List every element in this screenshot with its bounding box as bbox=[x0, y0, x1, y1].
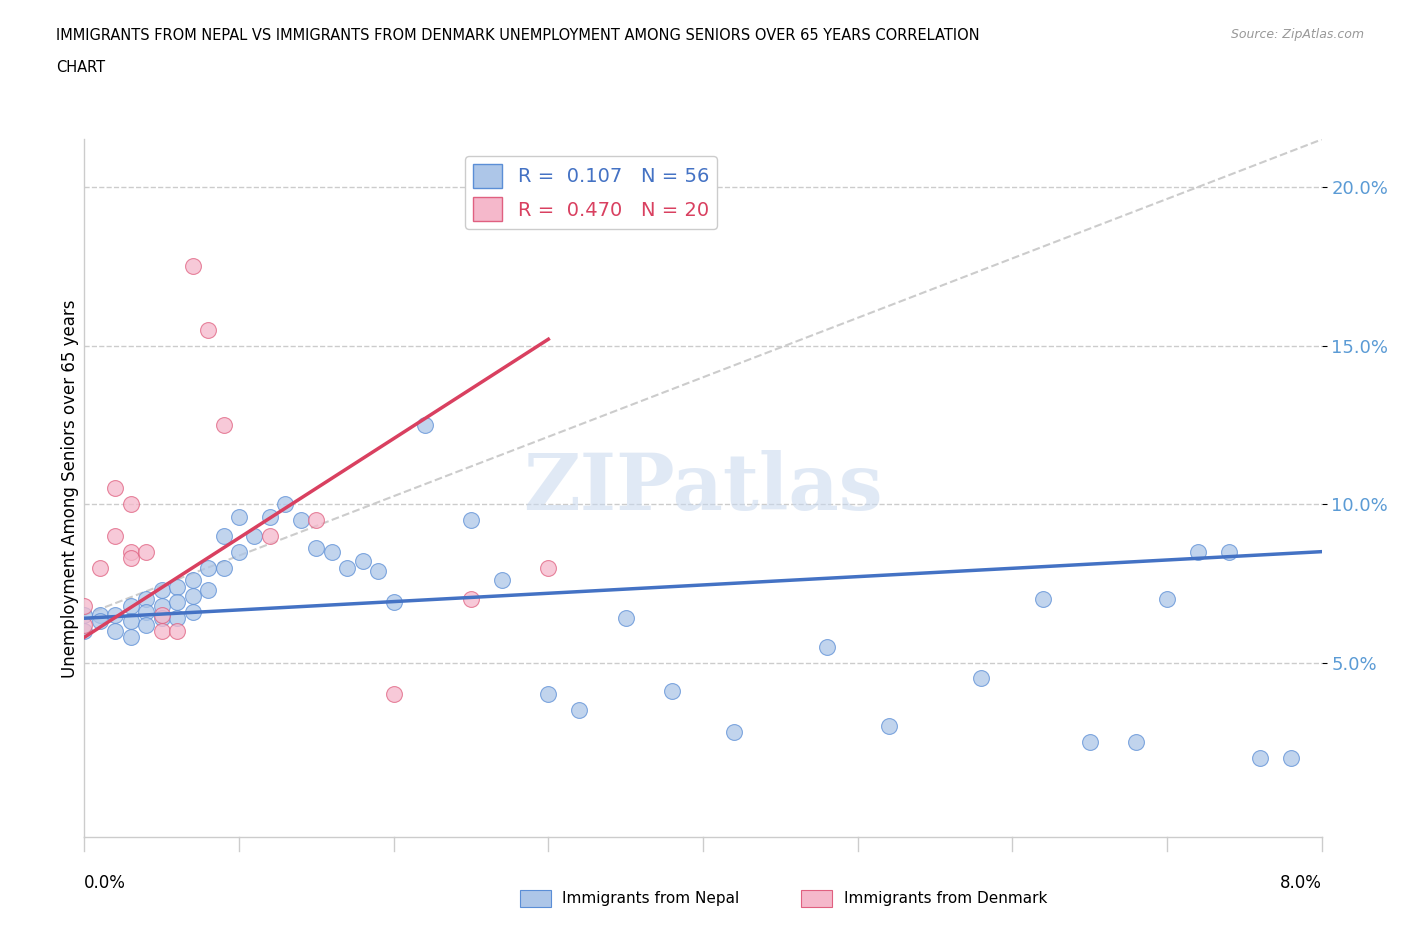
Point bbox=[1078, 735, 1101, 750]
Point bbox=[104, 528, 127, 543]
Point bbox=[181, 604, 204, 619]
Point bbox=[89, 607, 111, 622]
Point bbox=[89, 560, 111, 575]
Point bbox=[104, 623, 127, 638]
Point bbox=[970, 671, 993, 686]
Point bbox=[150, 611, 173, 626]
Point bbox=[537, 687, 560, 702]
Point bbox=[120, 551, 142, 565]
Point bbox=[1249, 751, 1271, 765]
Text: IMMIGRANTS FROM NEPAL VS IMMIGRANTS FROM DENMARK UNEMPLOYMENT AMONG SENIORS OVER: IMMIGRANTS FROM NEPAL VS IMMIGRANTS FROM… bbox=[56, 28, 980, 43]
Point bbox=[120, 497, 142, 512]
Point bbox=[877, 719, 900, 734]
Y-axis label: Unemployment Among Seniors over 65 years: Unemployment Among Seniors over 65 years bbox=[62, 299, 80, 677]
Point bbox=[120, 630, 142, 644]
Point bbox=[89, 614, 111, 629]
Point bbox=[382, 687, 405, 702]
Point bbox=[120, 544, 142, 559]
Point bbox=[413, 418, 436, 432]
Point bbox=[290, 512, 312, 527]
Point bbox=[537, 560, 560, 575]
Text: 0.0%: 0.0% bbox=[84, 874, 127, 892]
Text: 8.0%: 8.0% bbox=[1279, 874, 1322, 892]
Point bbox=[382, 595, 405, 610]
Point bbox=[150, 582, 173, 597]
Point bbox=[166, 579, 188, 594]
Point bbox=[120, 598, 142, 613]
Point bbox=[460, 512, 482, 527]
Point bbox=[150, 598, 173, 613]
Point bbox=[73, 618, 96, 632]
Point bbox=[321, 544, 343, 559]
Point bbox=[259, 528, 281, 543]
Point bbox=[150, 623, 173, 638]
Point bbox=[166, 611, 188, 626]
Text: ZIPatlas: ZIPatlas bbox=[523, 450, 883, 526]
Point bbox=[166, 595, 188, 610]
Point bbox=[723, 725, 745, 740]
Point bbox=[135, 604, 157, 619]
Point bbox=[181, 589, 204, 604]
Point bbox=[228, 510, 250, 525]
Point bbox=[568, 703, 591, 718]
Point bbox=[1279, 751, 1302, 765]
Point bbox=[1156, 591, 1178, 606]
Point bbox=[1218, 544, 1240, 559]
Point bbox=[212, 560, 235, 575]
Point bbox=[166, 623, 188, 638]
Point bbox=[135, 591, 157, 606]
Point bbox=[243, 528, 266, 543]
Point bbox=[815, 639, 838, 654]
Point bbox=[1125, 735, 1147, 750]
Text: Source: ZipAtlas.com: Source: ZipAtlas.com bbox=[1230, 28, 1364, 41]
Text: Immigrants from Nepal: Immigrants from Nepal bbox=[562, 891, 740, 906]
Point bbox=[212, 418, 235, 432]
Point bbox=[661, 684, 683, 698]
Point bbox=[197, 582, 219, 597]
Point bbox=[212, 528, 235, 543]
Point bbox=[104, 607, 127, 622]
Point bbox=[367, 564, 389, 578]
Point bbox=[197, 323, 219, 338]
Point bbox=[73, 598, 96, 613]
Point bbox=[104, 481, 127, 496]
Point bbox=[135, 544, 157, 559]
Point bbox=[181, 573, 204, 588]
Point bbox=[305, 541, 328, 556]
Point bbox=[73, 623, 96, 638]
Point bbox=[150, 607, 173, 622]
Point bbox=[1187, 544, 1209, 559]
Point bbox=[305, 512, 328, 527]
Point bbox=[197, 560, 219, 575]
Point bbox=[491, 573, 513, 588]
Point bbox=[181, 259, 204, 273]
Point bbox=[274, 497, 297, 512]
Point bbox=[336, 560, 359, 575]
Point bbox=[73, 607, 96, 622]
Point bbox=[120, 614, 142, 629]
Point bbox=[228, 544, 250, 559]
Legend: R =  0.107   N = 56, R =  0.470   N = 20: R = 0.107 N = 56, R = 0.470 N = 20 bbox=[465, 156, 717, 229]
Point bbox=[614, 611, 637, 626]
Point bbox=[259, 510, 281, 525]
Point bbox=[1032, 591, 1054, 606]
Text: CHART: CHART bbox=[56, 60, 105, 75]
Point bbox=[352, 553, 374, 568]
Point bbox=[135, 618, 157, 632]
Text: Immigrants from Denmark: Immigrants from Denmark bbox=[844, 891, 1047, 906]
Point bbox=[460, 591, 482, 606]
